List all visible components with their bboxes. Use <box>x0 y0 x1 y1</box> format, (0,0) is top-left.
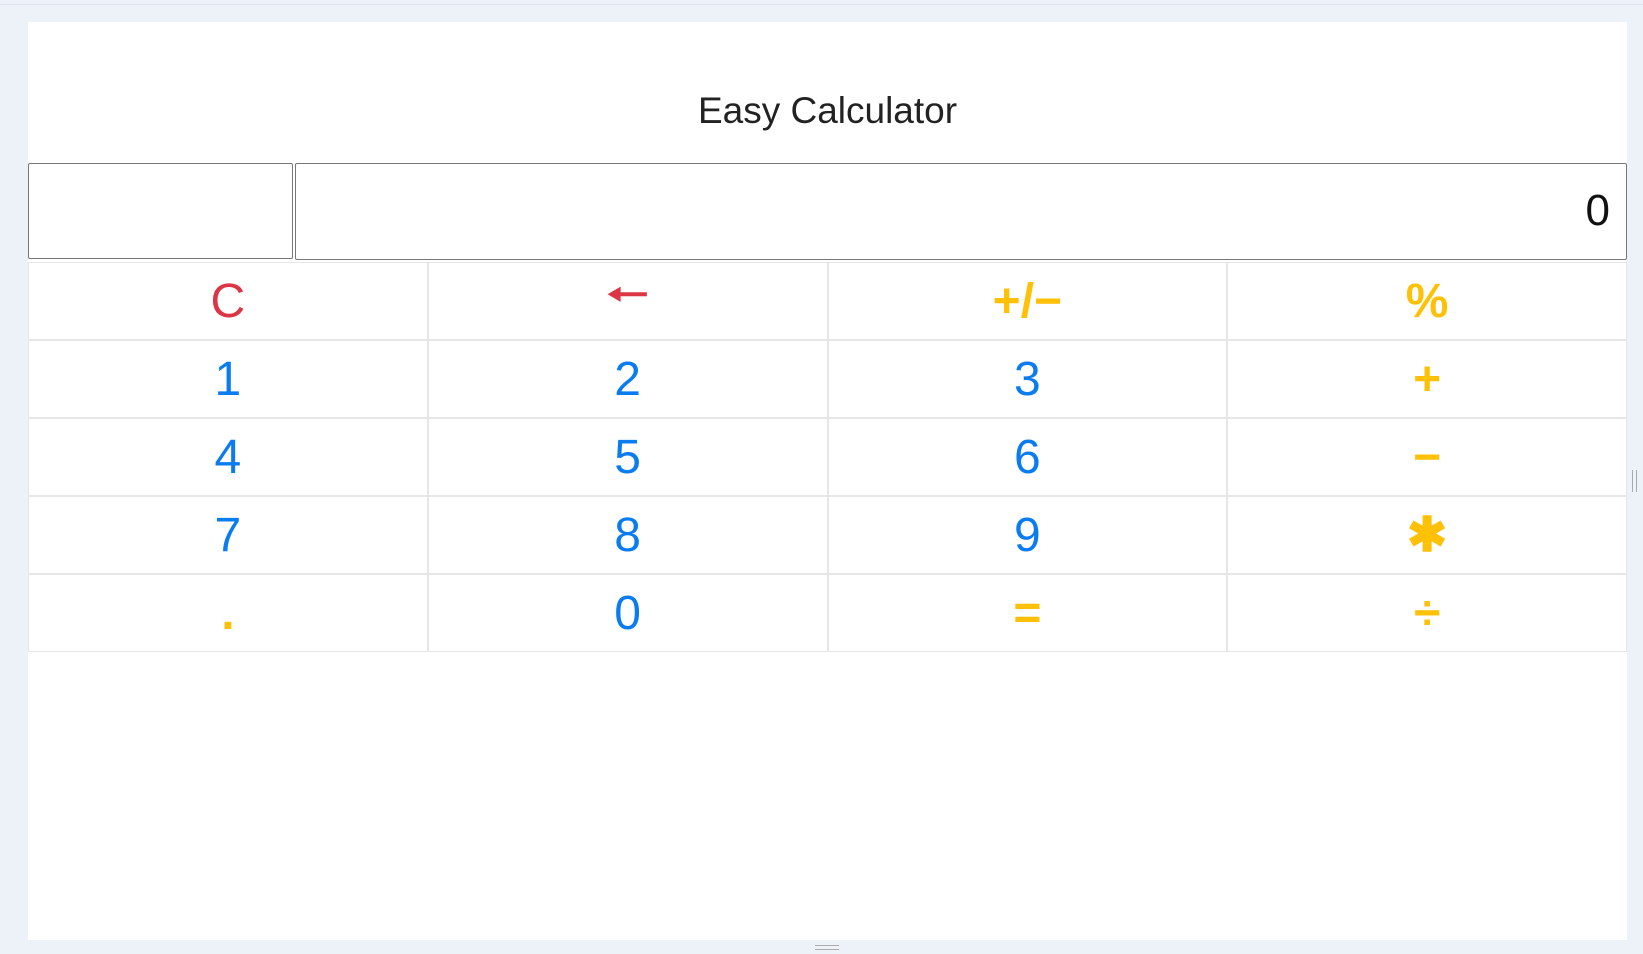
digit-8-button[interactable]: 8 <box>427 496 828 574</box>
digit-9-button[interactable]: 9 <box>827 496 1228 574</box>
digit-3-button[interactable]: 3 <box>827 340 1228 418</box>
digit-6-button[interactable]: 6 <box>827 418 1228 496</box>
calculator-panel: Easy Calculator 0 C 🠐 +/−% 1 2 3 +4 5 6−7 8 9 ✱. 0 = ÷ <box>28 22 1627 940</box>
toggle-sign-button[interactable]: +/− <box>827 262 1228 340</box>
clear-button[interactable]: C <box>28 262 428 340</box>
horizontal-resize-handle[interactable] <box>815 945 839 950</box>
digit-7-button[interactable]: 7 <box>28 496 428 574</box>
result-display: 0 <box>295 163 1627 260</box>
decimal-button[interactable]: . <box>28 574 428 652</box>
page-title: Easy Calculator <box>697 90 958 131</box>
add-button[interactable]: + <box>1227 340 1627 418</box>
divide-button[interactable]: ÷ <box>1227 574 1627 652</box>
expression-display <box>28 163 293 259</box>
browser-top-strip <box>0 0 1643 5</box>
keypad: C 🠐 +/−% 1 2 3 +4 5 6− 7 8 9 ✱. 0 = ÷ <box>28 262 1627 652</box>
subtract-button[interactable]: − <box>1227 418 1627 496</box>
digit-0-button[interactable]: 0 <box>427 574 828 652</box>
digit-4-button[interactable]: 4 <box>28 418 428 496</box>
percent-button[interactable]: % <box>1227 262 1627 340</box>
vertical-resize-handle[interactable] <box>1632 470 1637 492</box>
digit-1-button[interactable]: 1 <box>28 340 428 418</box>
backspace-button[interactable]: 🠐 <box>427 262 828 340</box>
digit-5-button[interactable]: 5 <box>427 418 828 496</box>
digit-2-button[interactable]: 2 <box>427 340 828 418</box>
equals-button[interactable]: = <box>827 574 1228 652</box>
multiply-button[interactable]: ✱ <box>1227 496 1627 574</box>
